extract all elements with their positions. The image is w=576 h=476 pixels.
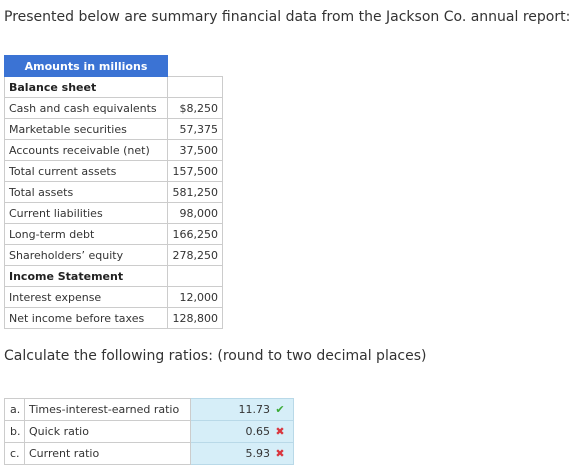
row-label: Marketable securities [4,118,168,140]
row-label: Total assets [4,181,168,203]
ratio-row: c. Current ratio 5.93 ✖ [4,442,294,465]
ratio-label: Quick ratio [24,420,191,443]
table-header: Amounts in millions [4,55,168,77]
row-label: Interest expense [4,286,168,308]
table-row: Total assets 581,250 [4,181,223,203]
section-row: Balance sheet [4,76,223,98]
section-row: Income Statement [4,265,223,287]
row-value [167,265,223,287]
row-value: 166,250 [167,223,223,245]
row-label: Current liabilities [4,202,168,224]
answer-value: 0.65 [245,425,271,438]
table-row: Interest expense 12,000 [4,286,223,308]
ratios-table: a. Times-interest-earned ratio 11.73 ✔ b. Qui… [4,398,294,465]
row-label: Accounts receivable (net) [4,139,168,161]
section-label: Balance sheet [4,76,168,98]
cross-icon: ✖ [275,447,285,460]
table-row: Long-term debt 166,250 [4,223,223,245]
row-value: 57,375 [167,118,223,140]
row-value: 278,250 [167,244,223,266]
ratio-label: Current ratio [24,442,191,465]
table-row: Current liabilities 98,000 [4,202,223,224]
row-value: 37,500 [167,139,223,161]
row-value: 157,500 [167,160,223,182]
row-value: 98,000 [167,202,223,224]
table-row: Shareholders’ equity 278,250 [4,244,223,266]
financial-data-table: Amounts in millions Balance sheet Cash an… [4,55,223,329]
answer-value: 5.93 [245,447,271,460]
row-value: $8,250 [167,97,223,119]
row-value: 12,000 [167,286,223,308]
row-label: Net income before taxes [4,307,168,329]
row-label: Total current assets [4,160,168,182]
ratio-answer-input[interactable]: 11.73 ✔ [190,398,294,421]
intro-text: Presented below are summary financial da… [4,9,571,25]
row-value: 128,800 [167,307,223,329]
row-label: Cash and cash equivalents [4,97,168,119]
ratio-letter: b. [4,420,25,443]
table-row: Accounts receivable (net) 37,500 [4,139,223,161]
ratio-answer-input[interactable]: 0.65 ✖ [190,420,294,443]
row-value [167,76,223,98]
question-text: Calculate the following ratios: (round t… [4,348,427,364]
table-row: Cash and cash equivalents $8,250 [4,97,223,119]
answer-value: 11.73 [238,403,271,416]
ratio-answer-input[interactable]: 5.93 ✖ [190,442,294,465]
ratio-row: b. Quick ratio 0.65 ✖ [4,420,294,443]
row-label: Shareholders’ equity [4,244,168,266]
row-label: Long-term debt [4,223,168,245]
table-row: Total current assets 157,500 [4,160,223,182]
table-row: Net income before taxes 128,800 [4,307,223,329]
ratio-row: a. Times-interest-earned ratio 11.73 ✔ [4,398,294,421]
section-label: Income Statement [4,265,168,287]
ratio-letter: a. [4,398,25,421]
row-value: 581,250 [167,181,223,203]
ratio-label: Times-interest-earned ratio [24,398,191,421]
cross-icon: ✖ [275,425,285,438]
ratio-letter: c. [4,442,25,465]
check-icon: ✔ [275,403,285,416]
table-row: Marketable securities 57,375 [4,118,223,140]
